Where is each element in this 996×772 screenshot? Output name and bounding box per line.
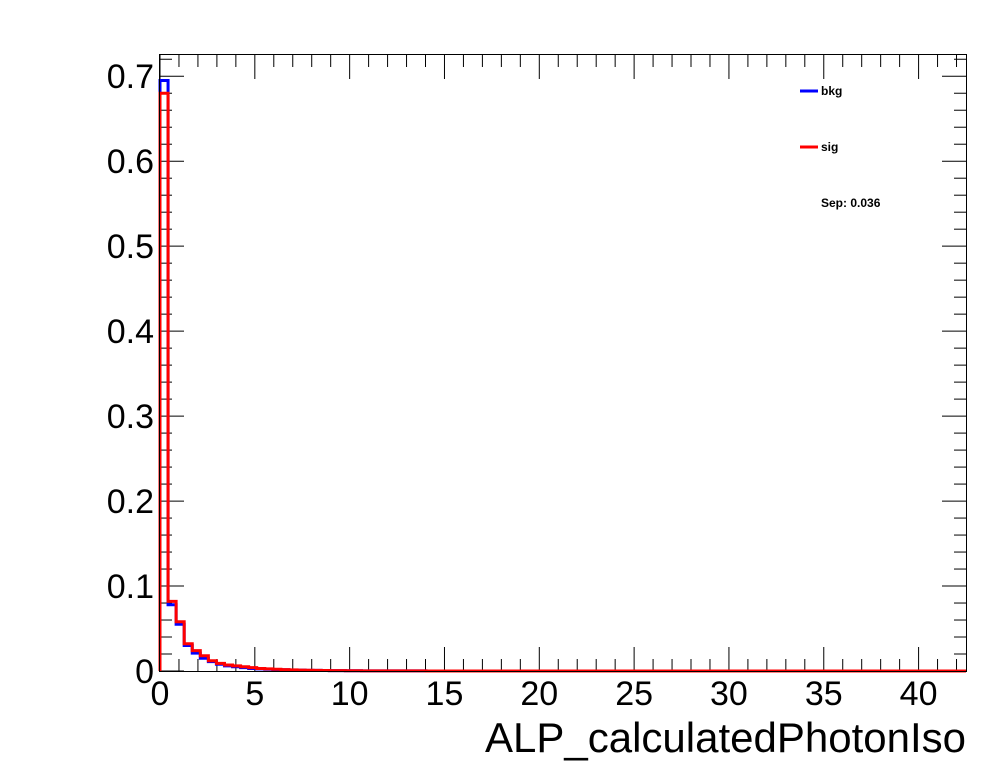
- y-tick-label: 0.1: [107, 568, 154, 606]
- y-tick-label: 0.2: [107, 483, 154, 521]
- axis-tick-labels: 0 5 10 15 20 25 30 35 40 0 0.1 0.2 0.3 0.4 0.5 0.6 0.7: [107, 58, 938, 713]
- legend-label-sig: sig: [821, 140, 838, 154]
- x-tick-label: 15: [426, 675, 464, 713]
- x-tick-label: 40: [900, 675, 938, 713]
- x-tick-label: 5: [245, 675, 264, 713]
- x-tick-label: 20: [520, 675, 558, 713]
- y-tick-label: 0.6: [107, 143, 154, 181]
- y-tick-label: 0.7: [107, 58, 154, 96]
- histogram-series: [158, 78, 966, 673]
- y-tick-label: 0.4: [107, 313, 154, 351]
- histogram-line-bkg: [158, 78, 966, 673]
- x-tick-label: 0: [151, 675, 170, 713]
- y-tick-label: 0: [135, 653, 154, 691]
- x-tick-label: 10: [331, 675, 369, 713]
- separation-annotation: Sep: 0.036: [821, 196, 881, 210]
- x-tick-label: 35: [805, 675, 843, 713]
- axis-ticks: [159, 55, 966, 672]
- legend-label-bkg: bkg: [821, 84, 842, 98]
- histogram-line-sig: [158, 91, 966, 673]
- x-tick-label: 30: [710, 675, 748, 713]
- plot-frame: [159, 54, 967, 672]
- legend: bkg sig Sep: 0.036: [800, 84, 881, 210]
- x-tick-label: 25: [615, 675, 653, 713]
- y-tick-label: 0.3: [107, 398, 154, 436]
- y-tick-label: 0.5: [107, 228, 154, 266]
- x-axis-title: ALP_calculatedPhotonIso: [485, 714, 966, 761]
